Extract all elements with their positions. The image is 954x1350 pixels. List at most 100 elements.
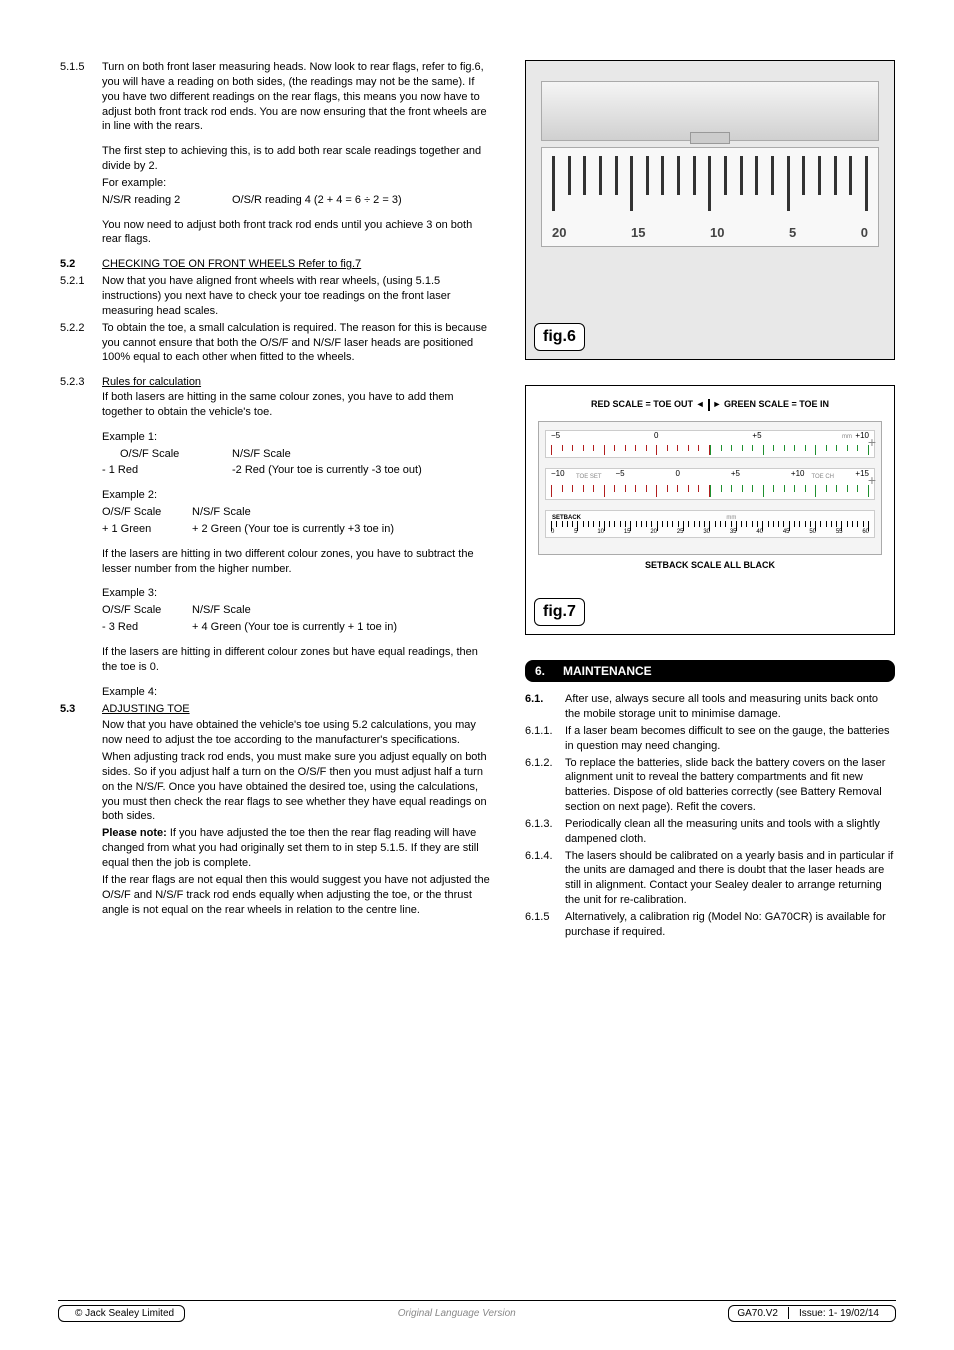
item-number: 5.2.1 [60,274,102,319]
ex2-v2: + 2 Green (Your toe is currently +3 toe … [192,522,394,537]
item-title: ADJUSTING TOE [102,702,490,717]
figure-6-content: 20151050 [526,61,894,359]
scale-tick [641,521,642,527]
right-column: 20151050 fig.6 RED SCALE = TOE OUT GREEN… [525,60,895,942]
scale-tick [677,485,678,492]
ruler-tick [677,156,680,195]
scale-tick [593,521,594,527]
maintenance-item: 6.1.1.If a laser beam becomes difficult … [525,724,895,754]
scale-tick [625,445,626,451]
scale-tick [720,521,721,527]
ruler-tick [693,156,696,195]
scale-tick [694,521,695,527]
scale-label: 30 [703,528,710,536]
ruler-tick [724,156,727,195]
scale-tick [710,445,711,455]
scale-tick [646,485,647,492]
item-number: 5.2 [60,257,102,272]
osr-reading: O/S/R reading 4 (2 + 4 = 6 ÷ 2 = 3) [232,193,402,208]
scale-label: 20 [650,528,657,536]
scale-tick [688,521,689,527]
scale-tick [620,521,621,527]
item-5-2-3: 5.2.3 Rules for calculation If both lase… [60,375,490,420]
scale-tick [567,521,568,527]
scale-tick [794,521,795,527]
ruler-tick [708,156,711,211]
scale-tick [698,485,699,492]
para-equal-zones: If the lasers are hitting in different c… [102,645,490,675]
scale-tick [847,521,848,527]
scale-tick [604,485,605,497]
item-body: Now that you have aligned front wheels w… [102,274,490,319]
fig7-scales: −50+5+10 mm + −10−50+5+10+15 [538,421,882,555]
example-2-values: + 1 Green + 2 Green (Your toe is current… [102,522,490,537]
section-6-header: 6. MAINTENANCE [525,660,895,682]
scale-tick [678,521,679,527]
section-number: 6. [535,663,563,679]
scale-tick [572,521,573,527]
scale-tick [847,485,848,492]
section-title: MAINTENANCE [563,663,652,679]
scale-tick [651,521,652,527]
scale-tick [752,521,753,527]
scale-tick [562,445,563,451]
ex1-h2: N/S/F Scale [232,447,291,462]
ruler-tick [661,156,664,195]
scale-tick [710,485,711,497]
ruler-number: 10 [710,224,724,242]
figure-6-label: fig.6 [534,323,585,351]
ruler-tick [834,156,837,195]
item-body-wrap: Rules for calculation If both lasers are… [102,375,490,420]
item-5-2-2: 5.2.2 To obtain the toe, a small calcula… [60,321,490,366]
scale-label: 0 [654,431,658,442]
example-2-headers: O/S/F Scale N/S/F Scale [102,505,490,520]
item-number: 6.1.3. [525,817,565,847]
scale-tick [741,521,742,527]
maintenance-item: 6.1.3.Periodically clean all the measuri… [525,817,895,847]
scale-tick [699,521,700,527]
fig7-scale-row-1: −50+5+10 mm + [545,430,875,458]
scale-tick [609,521,610,527]
arrow-left-icon [696,399,705,409]
ruler-tick [646,156,649,195]
scale-tick [752,485,753,492]
scale-tick [562,485,563,492]
scale-tick [731,521,732,527]
footer-model-issue: GA70.V2 Issue: 1- 19/02/14 [728,1305,896,1323]
scale-tick [847,445,848,451]
scale-tick [783,521,784,527]
ex1-h1: O/S/F Scale [102,447,232,462]
item-body: If both lasers are hitting in the same c… [102,390,490,420]
ruler-tick [771,156,774,195]
item-number: 6.1. [525,692,565,722]
ruler-tick [630,156,633,211]
scale-label: 5 [574,528,577,536]
maintenance-item: 6.1.2.To replace the batteries, slide ba… [525,756,895,815]
scale-tick [704,521,705,527]
s53-p4: If the rear flags are not equal then thi… [102,873,490,918]
item-5-2-1: 5.2.1 Now that you have aligned front wh… [60,274,490,319]
ruler-tick [787,156,790,211]
scale-tick [857,485,858,492]
scale-tick [599,521,600,527]
item-body: The lasers should be calibrated on a yea… [565,849,895,908]
setback-numbers: 051015202530354045505560 [551,528,869,536]
ex3-h1: O/S/F Scale [102,603,192,618]
item-5-1-5: 5.1.5 Turn on both front laser measuring… [60,60,490,134]
para-adjust-note: You now need to adjust both front track … [102,218,490,248]
example-3-label: Example 3: [102,586,490,601]
scale-tick [784,445,785,451]
plus-icon: + [868,433,876,452]
item-5-3: 5.3 ADJUSTING TOE [60,702,490,717]
scale-tick [688,485,689,492]
scale-tick [799,521,800,527]
row2-tiny-r: TOE CH [811,473,834,481]
scale-tick [857,521,858,527]
scale-tick [698,445,699,451]
fig7-scale-row-2: −10−50+5+10+15 TOE SET TOE CH + [545,468,875,500]
scale-tick [672,521,673,527]
example-1-headers: O/S/F Scale N/S/F Scale [102,447,490,462]
s53-p3: Please note: If you have adjusted the to… [102,826,490,871]
scale-label: +5 [752,431,761,442]
scale-tick [725,521,726,527]
